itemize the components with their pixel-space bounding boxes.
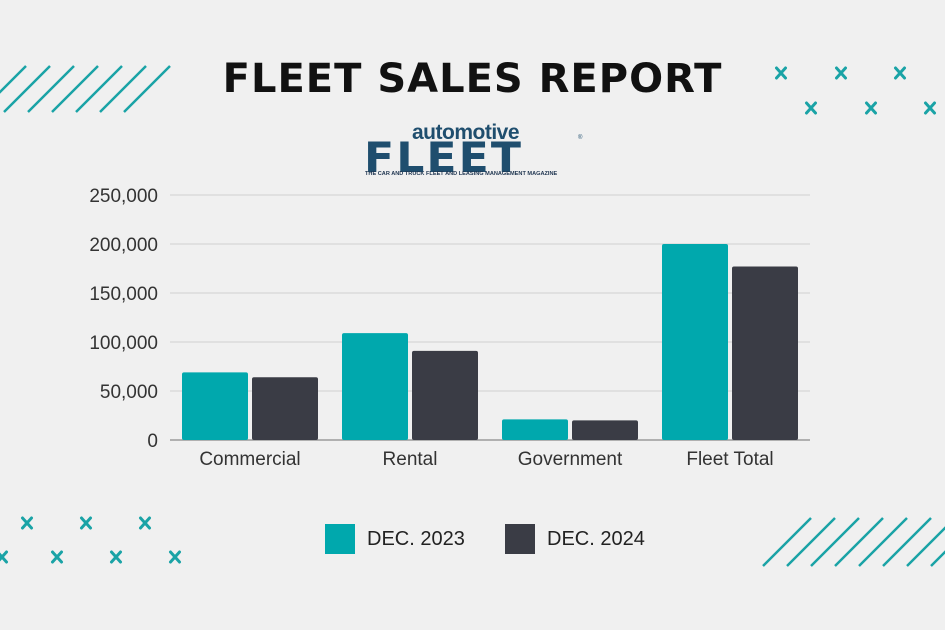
y-tick-label: 150,000 — [89, 284, 158, 305]
legend-item-dec-2024: DEC. 2024 — [505, 524, 645, 554]
logo-registered-mark: ® — [578, 135, 583, 141]
x-tick-label: Government — [518, 449, 623, 470]
page-title: FLEET SALES REPORT — [222, 56, 723, 102]
stripe-bottom-right — [858, 517, 908, 567]
chart-legend: DEC. 2023 DEC. 2024 — [0, 524, 945, 558]
x-mark-icon — [924, 101, 936, 115]
legend-label-dec-2024: DEC. 2024 — [547, 527, 645, 550]
x-tick-label: Fleet Total — [686, 449, 773, 470]
bar-fleet-total-1 — [732, 266, 798, 440]
stripe-top-left — [99, 65, 147, 113]
x-mark-icon — [169, 550, 181, 564]
x-tick-label: Rental — [383, 449, 438, 470]
stripe-top-left — [27, 65, 75, 113]
x-mark-icon — [865, 101, 877, 115]
automotive-fleet-logo: automotive FLEET ® THE CAR AND TRUCK FLE… — [364, 121, 584, 182]
y-tick-label: 250,000 — [89, 186, 158, 207]
legend-swatch-dec-2023 — [325, 524, 355, 554]
x-mark-icon — [21, 516, 33, 530]
legend-label-dec-2023: DEC. 2023 — [367, 527, 465, 550]
logo-top-text: automotive — [412, 121, 520, 144]
y-tick-label: 200,000 — [89, 235, 158, 256]
x-mark-icon — [51, 550, 63, 564]
stripe-bottom-right — [810, 517, 860, 567]
legend-item-dec-2023: DEC. 2023 — [325, 524, 465, 554]
logo-tagline: THE CAR AND TRUCK FLEET AND LEASING MANA… — [365, 171, 558, 177]
bar-fleet-total-0 — [662, 244, 728, 440]
x-mark-icon — [139, 516, 151, 530]
x-mark-icon — [805, 101, 817, 115]
x-tick-label: Commercial — [199, 449, 300, 470]
bar-government-1 — [572, 420, 638, 440]
stripe-bottom-right — [882, 517, 932, 567]
y-tick-label: 50,000 — [100, 382, 158, 403]
bar-commercial-1 — [252, 377, 318, 440]
x-mark-icon — [894, 66, 906, 80]
stripe-bottom-right — [786, 517, 836, 567]
x-mark-icon — [80, 516, 92, 530]
x-mark-icon — [0, 550, 8, 564]
x-mark-icon — [835, 66, 847, 80]
stripe-top-left — [123, 65, 171, 113]
bar-government-0 — [502, 419, 568, 440]
stripe-bottom-right — [834, 517, 884, 567]
stripe-top-left — [0, 65, 27, 94]
x-mark-icon — [110, 550, 122, 564]
stripe-top-left — [3, 65, 51, 113]
bar-rental-1 — [412, 350, 478, 440]
stripe-bottom-right — [762, 517, 812, 567]
legend-swatch-dec-2024 — [505, 524, 535, 554]
stripe-bottom-right — [906, 526, 945, 567]
bars — [182, 244, 798, 440]
y-tick-label: 0 — [147, 431, 158, 452]
bar-rental-0 — [342, 333, 408, 440]
stripe-top-left — [51, 65, 99, 113]
axis-labels: 0 50,000 100,000 150,000 200,000 250,000 Comme… — [89, 186, 773, 470]
bar-commercial-0 — [182, 372, 248, 440]
y-tick-label: 100,000 — [89, 333, 158, 354]
stripe-top-left — [75, 65, 123, 113]
logo-main-text: FLEET — [364, 133, 524, 182]
stripe-bottom-right — [930, 550, 945, 567]
x-mark-icon — [775, 66, 787, 80]
